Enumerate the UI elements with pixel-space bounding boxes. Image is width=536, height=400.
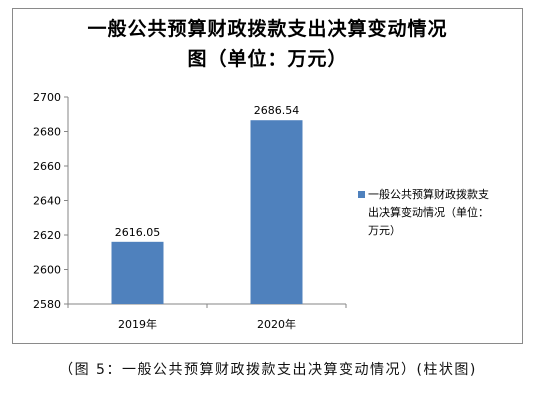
- chart-title-line2: 图（单位：万元）: [187, 48, 348, 70]
- y-tick-label: 2580: [33, 298, 61, 311]
- x-tick-label: 2020年: [257, 317, 296, 331]
- data-label: 2616.05: [115, 226, 161, 239]
- y-tick-label: 2640: [33, 195, 61, 208]
- data-label: 2686.54: [254, 104, 300, 117]
- y-tick-label: 2620: [33, 229, 61, 242]
- legend-line2: 出决算变动情况（单位：: [368, 206, 489, 219]
- legend-swatch: [358, 191, 365, 198]
- figure-caption: （图 5：一般公共预算财政拨款支出决算变动情况）(柱状图): [59, 362, 477, 378]
- bar: [111, 241, 164, 304]
- legend-line3: 万元）: [368, 224, 401, 237]
- y-tick-label: 2660: [33, 160, 61, 173]
- chart-title-line1: 一般公共预算财政拨款支出决算变动情况: [87, 18, 448, 40]
- y-tick-label: 2600: [33, 264, 61, 277]
- chart-legend: 一般公共预算财政拨款支 出决算变动情况（单位： 万元）: [358, 186, 518, 240]
- chart-title: 一般公共预算财政拨款支出决算变动情况 图（单位：万元）: [12, 14, 523, 74]
- x-tick-label: 2019年: [118, 317, 157, 331]
- y-tick-label: 2680: [33, 126, 61, 139]
- legend-line1: 一般公共预算财政拨款支: [368, 188, 489, 201]
- bar: [250, 120, 303, 304]
- y-tick-label: 2700: [33, 91, 61, 104]
